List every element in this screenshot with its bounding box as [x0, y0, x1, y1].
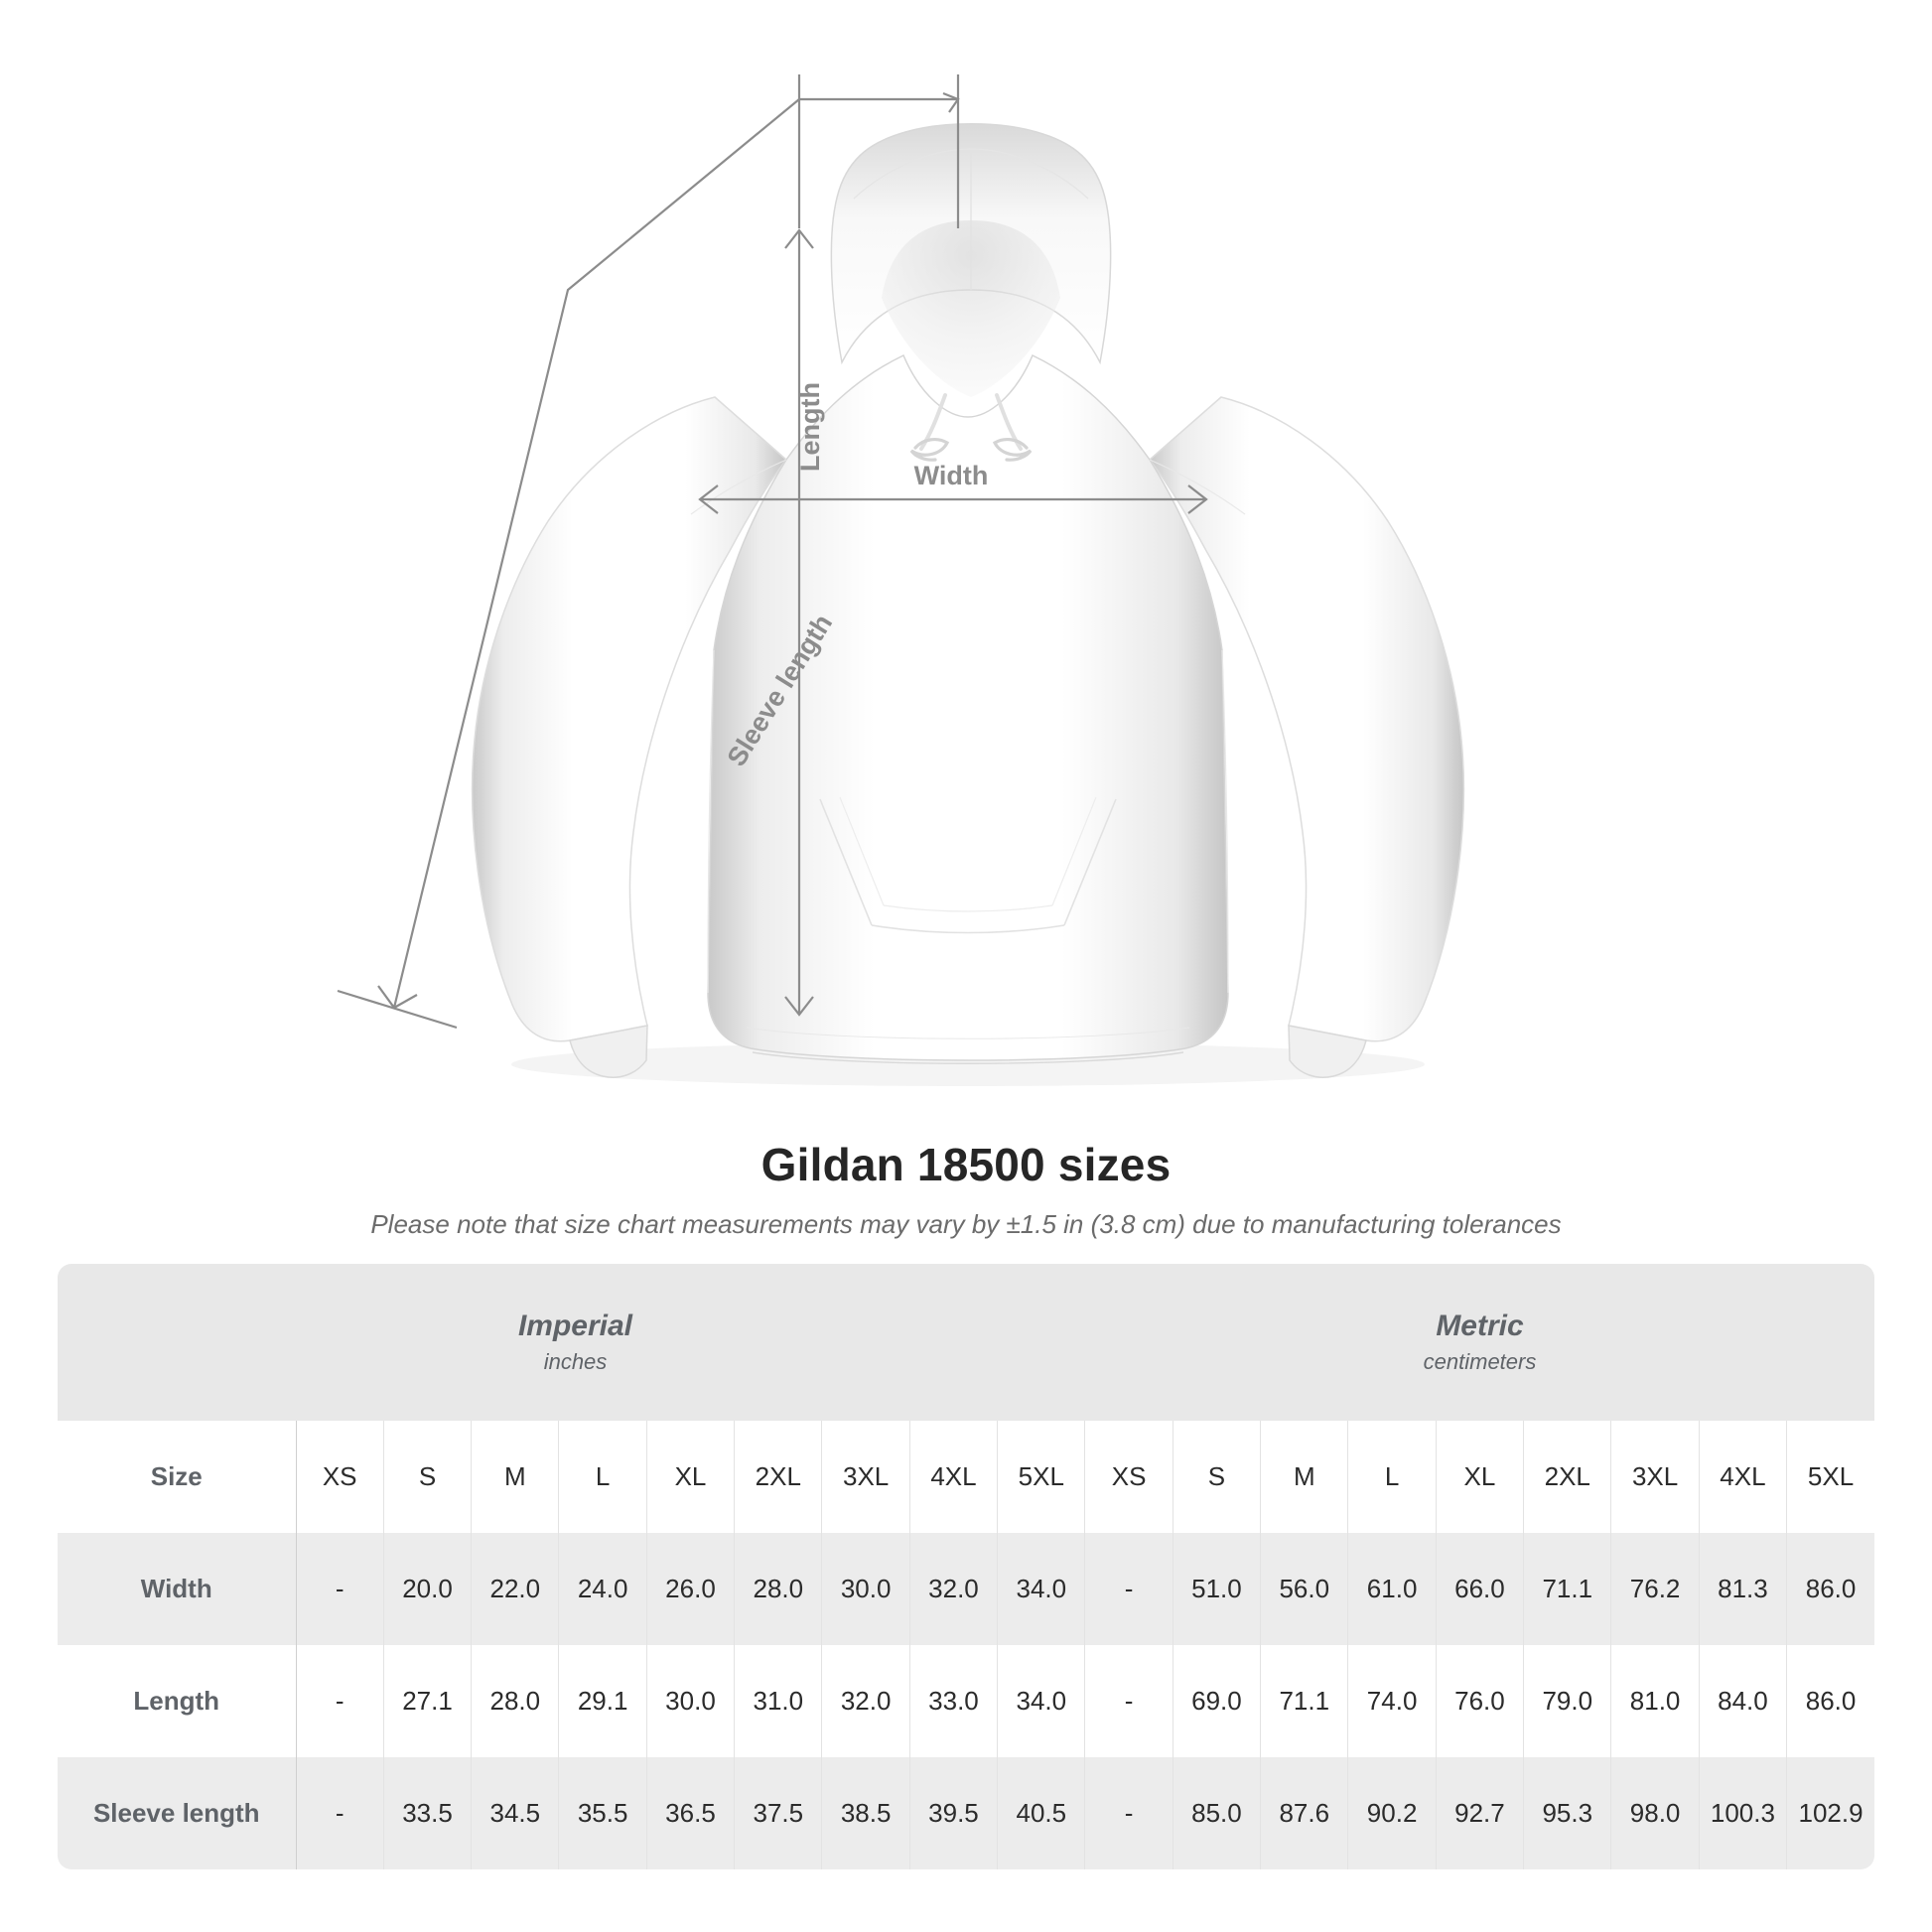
- svg-text:Length: Length: [795, 382, 825, 472]
- svg-text:Width: Width: [914, 461, 989, 490]
